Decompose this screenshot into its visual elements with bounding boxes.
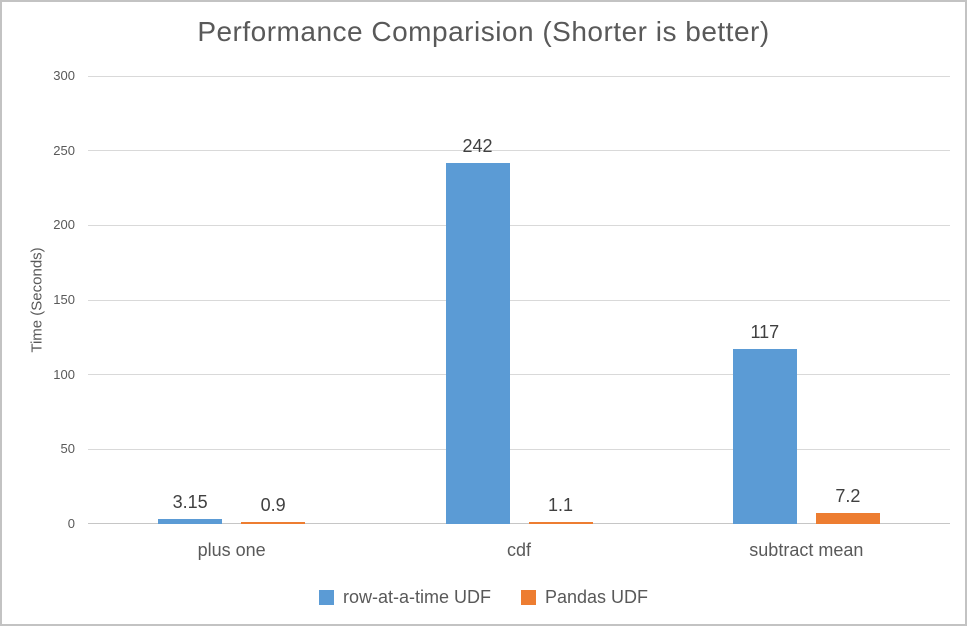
- y-tick-label-300: 300: [53, 68, 75, 83]
- bar-row-at-a-time-udf: [445, 162, 510, 524]
- data-label: 7.2: [835, 486, 861, 507]
- category-label-plus-one: plus one: [197, 540, 266, 560]
- bar-pandas-udf: [815, 513, 880, 524]
- gridline-y-50: [88, 448, 950, 450]
- bar-row-at-a-time-udf: [732, 349, 797, 524]
- data-label: 0.9: [260, 495, 286, 515]
- gridline-y-200: [88, 224, 950, 226]
- gridline-y-0: [88, 523, 950, 524]
- y-tick-label-200: 200: [53, 217, 75, 233]
- gridline-y-150: [88, 299, 950, 301]
- legend-swatch: [318, 589, 334, 605]
- category-label-cdf: cdf: [506, 540, 531, 560]
- legend-label: Pandas UDF: [544, 586, 649, 607]
- bar-row-at-a-time-udf: [158, 519, 223, 524]
- y-tick-label-150: 150: [53, 292, 75, 307]
- legend: row-at-a-time UDF Pandas UDF: [2, 585, 965, 609]
- plot-area: 3.15 0.9 242 1.1 117 7.2: [88, 75, 950, 524]
- data-label: 3.15: [172, 492, 208, 513]
- data-label: 242: [462, 135, 493, 156]
- category-label-subtract-mean: subtract mean: [749, 540, 864, 560]
- legend-label: row-at-a-time UDF: [342, 586, 491, 607]
- legend-swatch: [520, 589, 536, 605]
- y-tick-label-0: 0: [67, 516, 75, 531]
- legend-item-pandas-udf: Pandas UDF: [520, 586, 649, 608]
- chart-title: Performance Comparision (Shorter is bett…: [197, 16, 770, 47]
- y-tick-label-50: 50: [60, 441, 75, 457]
- gridline-y-300: [88, 75, 950, 77]
- y-tick-label-100: 100: [53, 366, 75, 382]
- y-tick-label-250: 250: [53, 142, 75, 158]
- data-label: 1.1: [547, 495, 574, 515]
- bar-pandas-udf: [528, 522, 593, 524]
- gridline-y-100: [88, 374, 950, 376]
- gridline-y-250: [88, 150, 950, 152]
- legend-item-row-at-a-time-udf: row-at-a-time UDF: [318, 586, 491, 608]
- bar-pandas-udf: [241, 522, 306, 524]
- data-label: 117: [750, 322, 780, 343]
